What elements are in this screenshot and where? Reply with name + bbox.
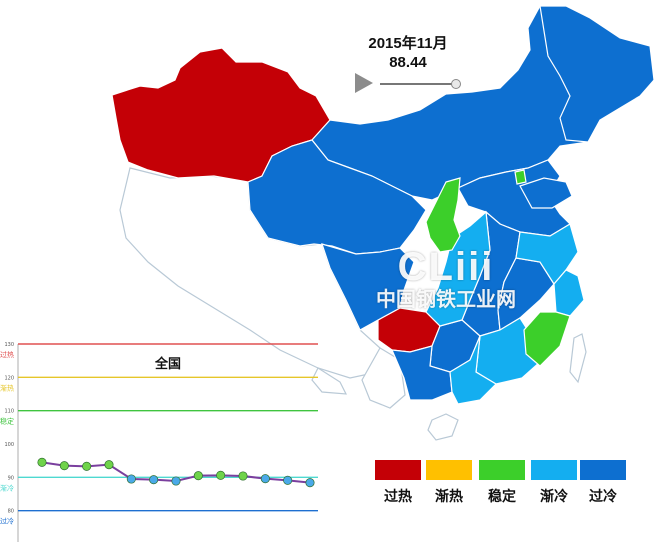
- timeline-slider[interactable]: [380, 79, 461, 89]
- region-tibet-sw[interactable]: [321, 243, 415, 331]
- index-value: 88.44: [389, 54, 427, 71]
- data-point: [149, 475, 159, 485]
- y-tick-label: 100: [4, 442, 14, 448]
- band-label: 渐热: [0, 383, 14, 392]
- region-shandong[interactable]: [519, 177, 573, 209]
- legend-item-stable: 稳定: [479, 460, 525, 506]
- legend-swatch: [531, 460, 577, 480]
- legend-item-overcold: 过冷: [580, 460, 626, 506]
- legend-swatch: [426, 460, 472, 480]
- legend-label: 过热: [384, 489, 412, 505]
- y-tick-label: 80: [8, 509, 14, 515]
- legend-label: 渐冷: [540, 489, 568, 505]
- band-label: 稳定: [0, 417, 14, 426]
- legend-swatch: [479, 460, 525, 480]
- data-point: [82, 461, 92, 471]
- legend-swatch: [375, 460, 421, 480]
- legend-item-cooling: 渐冷: [531, 460, 577, 506]
- band-label: 过热: [0, 350, 14, 359]
- slider-track[interactable]: [380, 83, 456, 85]
- data-point: [59, 461, 69, 471]
- legend-label: 稳定: [488, 489, 516, 505]
- data-point: [305, 478, 315, 488]
- watermark-site-text: 中国钢铁工业网: [376, 287, 516, 311]
- data-point: [283, 475, 293, 485]
- y-tick-label: 90: [8, 475, 14, 481]
- region-northeast[interactable]: [539, 5, 655, 143]
- region-fujian[interactable]: [523, 311, 571, 367]
- data-point: [37, 457, 47, 467]
- legend-item-warming: 渐热: [426, 460, 472, 506]
- watermark-logo: CLiii 中国钢铁工业网: [376, 246, 516, 310]
- hainan-region: [427, 413, 459, 441]
- data-point: [260, 474, 270, 484]
- y-tick-label: 130: [4, 342, 14, 348]
- taiwan-region: [569, 333, 587, 384]
- data-point: [171, 476, 181, 486]
- y-tick-label: 110: [4, 409, 14, 415]
- legend-item-overheat: 过热: [375, 460, 421, 506]
- legend-label: 渐热: [435, 489, 463, 505]
- data-point: [104, 460, 114, 470]
- band-label: 过冷: [0, 517, 14, 526]
- watermark-logo-text: CLiii: [397, 245, 495, 289]
- region-gansu-qinghai[interactable]: [247, 139, 427, 255]
- region-guangxi[interactable]: [449, 335, 497, 405]
- data-point: [193, 471, 203, 481]
- region-shaanxi[interactable]: [425, 177, 461, 253]
- legend-swatch: [580, 460, 626, 480]
- chart-title: 全国: [154, 356, 181, 372]
- region-hubei[interactable]: [425, 210, 491, 327]
- national-index-chart: 708090100110120130过热渐热稳定渐冷过冷全国: [0, 342, 318, 542]
- legend-label: 过冷: [589, 489, 617, 505]
- band-label: 渐冷: [0, 483, 14, 492]
- y-tick-label: 120: [4, 375, 14, 381]
- legend: 过热 渐热 稳定 渐冷 过冷: [375, 460, 635, 508]
- data-point: [216, 470, 226, 480]
- play-icon[interactable]: [355, 73, 373, 93]
- date-label: 2015年11月: [368, 35, 448, 52]
- data-point: [238, 471, 248, 481]
- data-point: [126, 474, 136, 484]
- slider-knob[interactable]: [451, 79, 461, 89]
- region-beijing[interactable]: [514, 169, 527, 185]
